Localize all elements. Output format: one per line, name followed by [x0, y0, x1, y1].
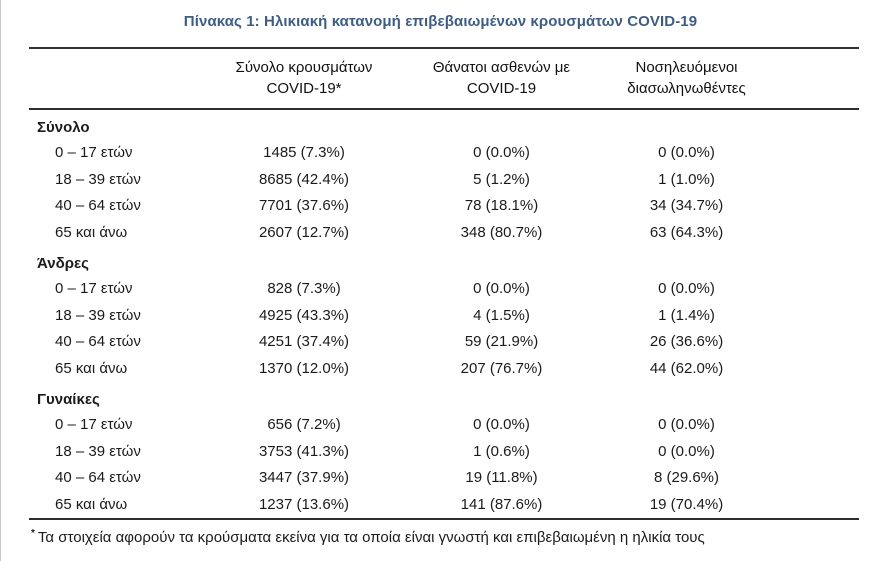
- cases-cell: 1237 (13.6%): [258, 495, 350, 513]
- footnote: * Τα στοιχεία αφορούν τα κρούσματα εκείνα…: [31, 525, 880, 547]
- intubated-cell: 63 (64.3%): [649, 223, 724, 241]
- age-cell: 0 – 17 ετών: [55, 280, 133, 297]
- header-intubated: Νοσηλευόμενοι διασωληνωθέντες: [604, 48, 769, 109]
- table-row: 65 και άνω 1370 (12.0%) 207 (76.7%) 44 (62.…: [29, 356, 859, 383]
- deaths-cell: 19 (11.8%): [465, 469, 538, 486]
- deaths-cell: 207 (76.7%): [460, 359, 543, 377]
- section-row: Σύνολο: [29, 109, 859, 140]
- header-intubated-line1: Νοσηλευόμενοι: [635, 59, 738, 76]
- section-label: Γυναίκες: [37, 391, 100, 408]
- age-cell: 18 – 39 ετών: [55, 170, 141, 188]
- age-cell: 0 – 17 ετών: [55, 416, 133, 433]
- intubated-cell: 0 (0.0%): [658, 416, 715, 433]
- intubated-cell: 0 (0.0%): [658, 144, 715, 161]
- footnote-asterisk: *: [31, 528, 35, 539]
- spacer-cell: [769, 356, 859, 383]
- table-row: 40 – 64 ετών 7701 (37.6%) 78 (18.1%) 34 (34…: [29, 193, 859, 220]
- deaths-cell: 348 (80.7%): [460, 223, 543, 241]
- section-label: Σύνολο: [37, 119, 90, 136]
- table-row: 0 – 17 ετών 828 (7.3%) 0 (0.0%) 0 (0.0%): [29, 276, 859, 303]
- age-cell: 18 – 39 ετών: [55, 306, 141, 324]
- spacer-cell: [769, 220, 859, 247]
- cases-cell: 4925 (43.3%): [258, 306, 350, 324]
- spacer-cell: [769, 492, 859, 520]
- table-body: Σύνολο 0 – 17 ετών 1485 (7.3%) 0 (0.0%) 0 (0…: [29, 109, 859, 519]
- spacer-cell: [769, 329, 859, 356]
- age-cell: 18 – 39 ετών: [55, 442, 141, 460]
- deaths-cell: 0 (0.0%): [473, 280, 530, 297]
- intubated-cell: 19 (70.4%): [649, 495, 724, 513]
- intubated-cell: 8 (29.6%): [653, 469, 720, 486]
- deaths-cell: 78 (18.1%): [464, 197, 539, 214]
- covid-age-table: Σύνολο κρουσμάτων COVID-19* Θάνατοι ασθε…: [29, 47, 859, 520]
- table-row: 0 – 17 ετών 1485 (7.3%) 0 (0.0%) 0 (0.0%): [29, 140, 859, 167]
- cases-cell: 3447 (37.9%): [258, 469, 350, 486]
- header-deaths: Θάνατοι ασθενών με COVID-19: [399, 48, 604, 109]
- age-cell: 65 και άνω: [55, 359, 128, 377]
- intubated-cell: 1 (1.0%): [658, 170, 715, 188]
- intubated-cell: 0 (0.0%): [658, 442, 715, 460]
- spacer-cell: [769, 193, 859, 220]
- table-header: Σύνολο κρουσμάτων COVID-19* Θάνατοι ασθε…: [29, 48, 859, 109]
- header-spacer-cell: [769, 48, 859, 109]
- spacer-cell: [769, 439, 859, 466]
- spacer-cell: [769, 465, 859, 492]
- deaths-cell: 141 (87.6%): [460, 495, 543, 513]
- header-deaths-line1: Θάνατοι ασθενών με: [432, 59, 571, 76]
- table-row: 18 – 39 ετών 3753 (41.3%) 1 (0.6%) 0 (0.0%): [29, 439, 859, 466]
- section-row: Γυναίκες: [29, 382, 859, 412]
- intubated-cell: 34 (34.7%): [649, 197, 724, 214]
- age-cell: 65 και άνω: [55, 223, 128, 241]
- table-row: 18 – 39 ετών 4925 (43.3%) 4 (1.5%) 1 (1.4%): [29, 303, 859, 330]
- age-cell: 40 – 64 ετών: [55, 469, 141, 486]
- page-title: Πίνακας 1: Ηλικιακή κατανομή επιβεβαιωμέ…: [183, 13, 698, 30]
- intubated-cell: 44 (62.0%): [649, 359, 724, 377]
- header-cases-line2: COVID-19*: [266, 80, 342, 97]
- spacer-cell: [769, 303, 859, 330]
- intubated-cell: 0 (0.0%): [658, 280, 715, 297]
- cases-cell: 7701 (37.6%): [258, 197, 350, 214]
- intubated-cell: 1 (1.4%): [658, 306, 715, 324]
- age-cell: 65 και άνω: [55, 495, 128, 513]
- cases-cell: 1485 (7.3%): [263, 144, 345, 161]
- cases-cell: 3753 (41.3%): [258, 442, 350, 460]
- footnote-text: Τα στοιχεία αφορούν τα κρούσματα εκείνα …: [37, 529, 705, 546]
- cases-cell: 1370 (12.0%): [258, 359, 350, 377]
- age-cell: 40 – 64 ετών: [55, 333, 141, 350]
- cases-cell: 656 (7.2%): [267, 416, 341, 433]
- table-row: 0 – 17 ετών 656 (7.2%) 0 (0.0%) 0 (0.0%): [29, 412, 859, 439]
- header-empty-cell: [29, 48, 209, 109]
- cases-cell: 2607 (12.7%): [258, 223, 350, 241]
- section-label: Άνδρες: [37, 255, 89, 272]
- cases-cell: 4251 (37.4%): [258, 333, 350, 350]
- header-cases-line1: Σύνολο κρουσμάτων: [235, 59, 373, 76]
- deaths-cell: 0 (0.0%): [473, 144, 530, 161]
- cases-cell: 828 (7.3%): [267, 280, 341, 297]
- age-cell: 0 – 17 ετών: [55, 144, 133, 161]
- deaths-cell: 0 (0.0%): [473, 416, 530, 433]
- deaths-cell: 4 (1.5%): [473, 306, 530, 324]
- table-row: 65 και άνω 1237 (13.6%) 141 (87.6%) 19 (70.…: [29, 492, 859, 520]
- table-row: 18 – 39 ετών 8685 (42.4%) 5 (1.2%) 1 (1.0%): [29, 167, 859, 194]
- cases-cell: 8685 (42.4%): [258, 170, 350, 188]
- header-intubated-line2: διασωληνωθέντες: [627, 80, 746, 97]
- age-cell: 40 – 64 ετών: [55, 197, 141, 214]
- header-row: Σύνολο κρουσμάτων COVID-19* Θάνατοι ασθε…: [29, 48, 859, 109]
- spacer-cell: [769, 140, 859, 167]
- deaths-cell: 59 (21.9%): [464, 333, 539, 350]
- intubated-cell: 26 (36.6%): [649, 333, 724, 350]
- spacer-cell: [769, 276, 859, 303]
- table-row: 65 και άνω 2607 (12.7%) 348 (80.7%) 63 (64.…: [29, 220, 859, 247]
- spacer-cell: [769, 167, 859, 194]
- header-deaths-line2: COVID-19: [466, 80, 537, 97]
- deaths-cell: 1 (0.6%): [473, 442, 530, 460]
- header-cases: Σύνολο κρουσμάτων COVID-19*: [209, 48, 399, 109]
- section-row: Άνδρες: [29, 246, 859, 276]
- table-row: 40 – 64 ετών 3447 (37.9%) 19 (11.8%) 8 (29.…: [29, 465, 859, 492]
- table-row: 40 – 64 ετών 4251 (37.4%) 59 (21.9%) 26 (36…: [29, 329, 859, 356]
- deaths-cell: 5 (1.2%): [473, 170, 530, 188]
- spacer-cell: [769, 412, 859, 439]
